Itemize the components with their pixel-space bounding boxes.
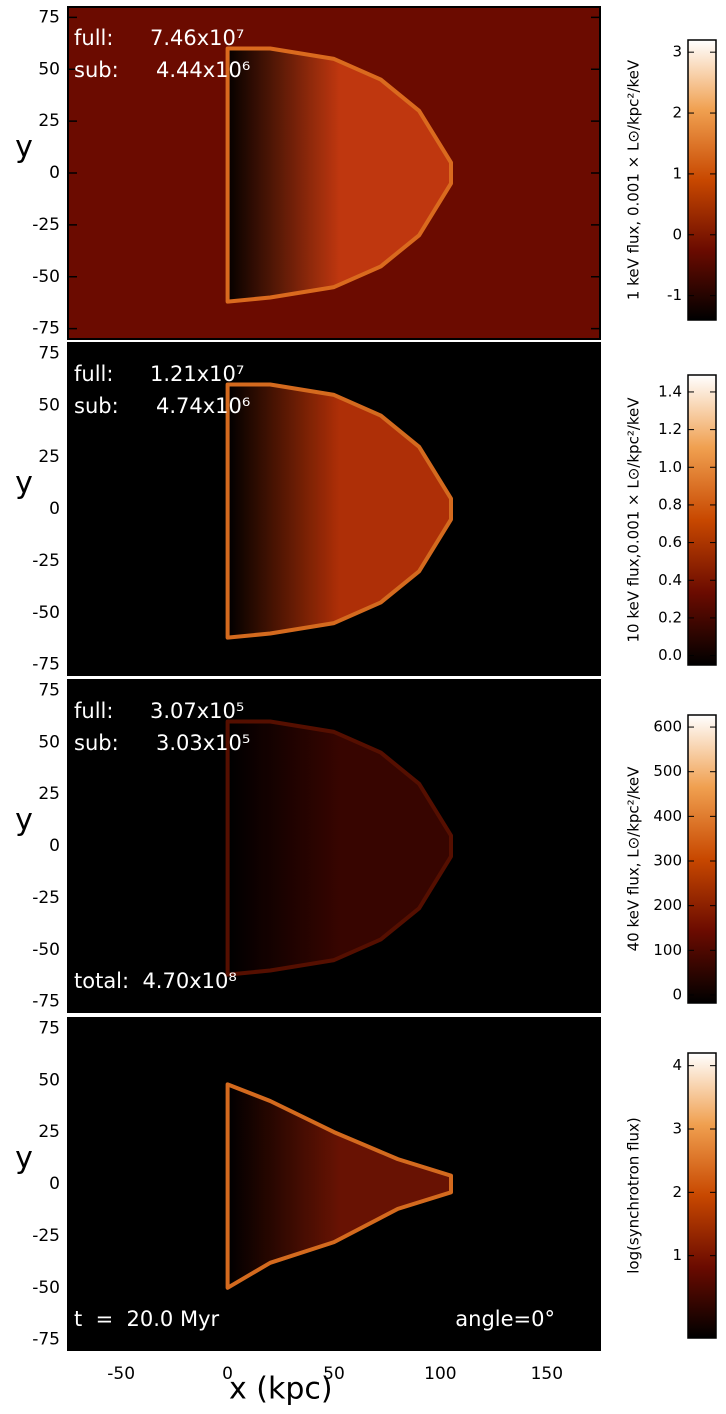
y-tick-label: 25 — [38, 784, 60, 804]
colorbar-tick-label: 2 — [672, 1183, 682, 1201]
y-tick-label: 0 — [49, 163, 60, 183]
y-tick-label: 75 — [38, 680, 60, 700]
note-value: 3.03x10⁵ — [156, 731, 250, 755]
colorbar-tick-label: 1.0 — [658, 458, 682, 476]
y-tick-label: -25 — [32, 888, 60, 908]
colorbar-tick-label: 2 — [672, 104, 682, 122]
note-label: sub: — [74, 58, 119, 82]
x-tick-label: -50 — [107, 1364, 135, 1384]
colorbar-tick-label: 1 — [672, 1246, 682, 1264]
colorbar-label: 10 keV flux,0.001 × L⊙/kpc²/keV — [625, 397, 643, 643]
colorbar-tick-label: 400 — [653, 807, 682, 825]
note-label: full: — [74, 362, 113, 386]
colorbar-tick-label: 200 — [653, 896, 682, 914]
note-label: sub: — [74, 394, 119, 418]
colorbar-tick-label: 1.2 — [658, 420, 682, 438]
y-tick-label: -25 — [32, 551, 60, 571]
colorbar — [687, 1052, 717, 1339]
y-tick-label: -50 — [32, 940, 60, 960]
y-axis-label: y — [15, 803, 33, 838]
y-axis-label: y — [15, 130, 33, 165]
x-tick-label: 0 — [222, 1364, 233, 1384]
note-label: full: — [74, 26, 113, 50]
emission-region — [225, 382, 453, 640]
colorbar-tick-label: 3 — [672, 43, 682, 61]
note-value: 7.46x10⁷ — [150, 26, 244, 50]
colorbar — [687, 39, 717, 321]
y-tick-label: -25 — [32, 215, 60, 235]
y-tick-label: 0 — [49, 499, 60, 519]
note-label: sub: — [74, 731, 119, 755]
note-value: 4.74x10⁶ — [156, 394, 250, 418]
y-tick-label: 75 — [38, 7, 60, 27]
colorbar-tick-label: 100 — [653, 941, 682, 959]
y-tick-label: 50 — [38, 59, 60, 79]
y-tick-label: -50 — [32, 1278, 60, 1298]
y-tick-label: 0 — [49, 1174, 60, 1194]
note-value: 3.07x10⁵ — [150, 699, 244, 723]
colorbar-label: 1 keV flux, 0.001 × L⊙/kpc²/keV — [625, 59, 643, 300]
colorbar-tick-label: 3 — [672, 1120, 682, 1138]
colorbar-tick-label: 500 — [653, 762, 682, 780]
y-tick-label: 25 — [38, 447, 60, 467]
x-axis-label: x (kpc) — [229, 1372, 333, 1407]
note-value: 4.44x10⁶ — [156, 58, 250, 82]
y-tick-label: 25 — [38, 1122, 60, 1142]
colorbar-tick-label: -1 — [667, 286, 682, 304]
y-axis-label: y — [15, 1141, 33, 1176]
colorbar-tick-label: 1.4 — [658, 382, 682, 400]
colorbar-label: 40 keV flux, L⊙/kpc²/keV — [625, 766, 643, 952]
colorbar-tick-label: 0 — [672, 225, 682, 243]
colorbar-tick-label: 0 — [672, 985, 682, 1003]
y-tick-label: -75 — [32, 1330, 60, 1350]
y-tick-label: 50 — [38, 732, 60, 752]
note-label: full: — [74, 699, 113, 723]
emission-region — [225, 1082, 453, 1290]
y-tick-label: -75 — [32, 655, 60, 675]
emission-region — [225, 719, 453, 977]
x-tick-label: 50 — [323, 1364, 345, 1384]
emission-region — [225, 46, 453, 304]
colorbar-tick-label: 0.0 — [658, 646, 682, 664]
y-tick-label: -50 — [32, 603, 60, 623]
y-tick-label: 50 — [38, 1070, 60, 1090]
colorbar-tick-label: 4 — [672, 1056, 682, 1074]
y-tick-label: 0 — [49, 836, 60, 856]
colorbar-tick-label: 600 — [653, 718, 682, 736]
y-tick-label: 75 — [38, 1018, 60, 1038]
colorbar-tick-label: 0.2 — [658, 608, 682, 626]
y-tick-label: 25 — [38, 111, 60, 131]
y-tick-label: 75 — [38, 343, 60, 363]
note: total: 4.70x10⁸ — [74, 969, 237, 993]
y-tick-label: -75 — [32, 319, 60, 339]
colorbar-tick-label: 300 — [653, 852, 682, 870]
x-tick-label: 150 — [531, 1364, 563, 1384]
note: t = 20.0 Myr — [74, 1307, 220, 1331]
colorbar-label: log(synchrotron flux) — [625, 1117, 643, 1274]
x-tick-label: 100 — [424, 1364, 456, 1384]
colorbar-tick-label: 0.4 — [658, 571, 682, 589]
y-tick-label: 50 — [38, 395, 60, 415]
note-value: 1.21x10⁷ — [150, 362, 244, 386]
y-tick-label: -50 — [32, 267, 60, 287]
colorbar — [687, 714, 717, 1004]
colorbar-tick-label: 0.6 — [658, 533, 682, 551]
colorbar-tick-label: 0.8 — [658, 495, 682, 513]
colorbar — [687, 374, 717, 666]
y-axis-label: y — [15, 466, 33, 501]
y-tick-label: -75 — [32, 992, 60, 1012]
colorbar-tick-label: 1 — [672, 164, 682, 182]
note: angle=0° — [455, 1307, 555, 1331]
y-tick-label: -25 — [32, 1226, 60, 1246]
